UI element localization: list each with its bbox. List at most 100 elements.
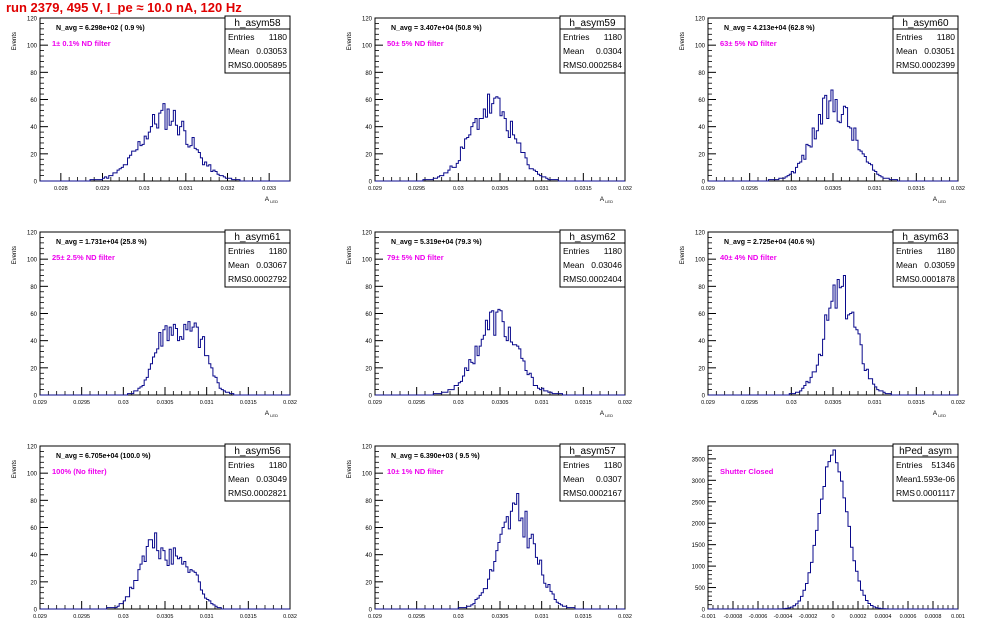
x-tick-label: 0.0006 [900,614,917,620]
y-tick-label: 100 [27,258,38,264]
y-tick-label: 80 [365,499,372,505]
x-axis-title: A LED [265,410,278,418]
stats-label: Mean [896,46,918,56]
x-tick-label: -0.0008 [724,614,743,620]
stats-value: 0.03053 [256,46,287,56]
y-tick-label: 20 [30,580,37,586]
x-tick-label: 0.0295 [741,186,758,192]
y-tick-label: 2500 [692,500,706,506]
y-tick-label: 60 [30,312,37,318]
y-tick-label: 0 [702,608,706,614]
histogram-name: h_asym59 [569,18,616,29]
x-tick-label: 0.029 [368,186,382,192]
filter-annotation: 25± 2.5% ND filter [52,253,115,262]
x-tick-label: 0.0305 [825,400,842,406]
x-tick-label: 0.03 [118,400,129,406]
x-tick-label: 0.031 [535,186,549,192]
y-tick-label: 60 [698,98,705,104]
stats-label: RMS [896,60,915,70]
y-tick-label: 3000 [692,479,706,485]
y-tick-label: 100 [362,258,373,264]
x-tick-label: 0.03 [453,400,464,406]
stats-label: Entries [228,32,254,42]
stats-label: Entries [563,460,589,470]
stats-label: Mean [896,260,918,270]
y-tick-label: 100 [27,472,38,478]
y-axis-title: Events [347,246,353,264]
y-tick-label: 120 [27,17,38,23]
y-tick-label: 100 [362,472,373,478]
histogram-name: hPed_asym [899,446,952,457]
histogram-line [708,274,958,396]
x-tick-label: 0.031 [179,186,193,192]
y-tick-label: 40 [30,125,37,131]
y-tick-label: 80 [365,285,372,291]
x-tick-label: 0.031 [868,400,882,406]
y-tick-label: 100 [695,44,706,50]
y-axis-title: Events [12,32,18,50]
x-axis-title: A LED [933,410,946,418]
stats-label: RMS [228,60,247,70]
x-tick-label: 0.031 [535,614,549,620]
y-tick-label: 40 [30,553,37,559]
x-axis-subscript: LED [604,413,613,418]
filter-annotation: 63± 5% ND filter [720,39,777,48]
x-tick-label: 0 [831,614,834,620]
x-tick-label: 0.029 [96,186,110,192]
y-tick-label: 20 [365,366,372,372]
y-tick-label: 40 [365,339,372,345]
stats-value: 0.0002399 [915,60,955,70]
histogram-line [375,308,625,396]
histogram-line [40,532,290,610]
x-tick-label: 0.0004 [875,614,892,620]
y-tick-label: 60 [30,526,37,532]
x-tick-label: 0.0295 [408,614,425,620]
histogram-panel-hPed_asym: 0 500 1000 1500 2000 2500 3000 3500 -0.001 -0.000… [692,443,965,620]
stats-label: Mean [563,260,585,270]
y-tick-label: 80 [30,285,37,291]
x-axis-subscript: LED [937,199,946,204]
stats-value: 0.0307 [596,474,622,484]
histogram-panel-h_asym59: 0 20 40 60 80 100 120 0.029 0.0295 0.03 0.0305 0.03… [347,15,632,204]
histogram-panel-h_asym58: 0 20 40 60 80 100 120 0.028 0.029 0.03 0.031 0.032 0… [12,15,291,204]
histogram-panel-h_asym56: 0 20 40 60 80 100 120 0.029 0.0295 0.03 0.0305 0.03… [12,443,297,620]
x-tick-label: 0.032 [283,400,297,406]
y-tick-label: 60 [365,98,372,104]
y-tick-label: 20 [698,152,705,158]
x-tick-label: 0.0315 [575,614,592,620]
stats-value: 0.0304 [596,46,622,56]
stats-box [224,229,291,288]
y-tick-label: 80 [30,499,37,505]
y-tick-label: 60 [365,312,372,318]
y-tick-label: 80 [698,71,705,77]
y-tick-label: 40 [365,553,372,559]
y-tick-label: 80 [30,71,37,77]
x-tick-label: 0.0315 [908,400,925,406]
y-tick-label: 0 [702,394,706,400]
x-axis-subscript: LED [269,413,278,418]
y-tick-label: 120 [27,445,38,451]
y-tick-label: 20 [365,152,372,158]
y-tick-label: 120 [362,445,373,451]
y-tick-label: 0 [702,180,706,186]
x-tick-label: 0.0315 [240,400,257,406]
histogram-panel-h_asym63: 0 20 40 60 80 100 120 0.029 0.0295 0.03 0.0305 0.03… [680,229,965,418]
x-tick-label: 0.0002 [850,614,867,620]
stats-label: Mean [228,46,250,56]
stats-label: Mean [228,474,250,484]
x-tick-label: 0.0305 [492,400,509,406]
x-tick-label: 0.032 [221,186,235,192]
x-axis-title: A LED [600,410,613,418]
filter-annotation: 40± 4% ND filter [720,253,777,262]
histogram-line [40,103,290,182]
stats-value: 1180 [604,460,623,470]
stats-label: Entries [896,460,922,470]
stats-label: RMS [563,60,582,70]
x-tick-label: 0.029 [33,614,47,620]
stats-label: RMS [228,274,247,284]
y-tick-label: 100 [695,258,706,264]
x-tick-label: 0.033 [262,186,276,192]
stats-value: 0.0005895 [247,60,287,70]
stats-box [224,443,291,502]
